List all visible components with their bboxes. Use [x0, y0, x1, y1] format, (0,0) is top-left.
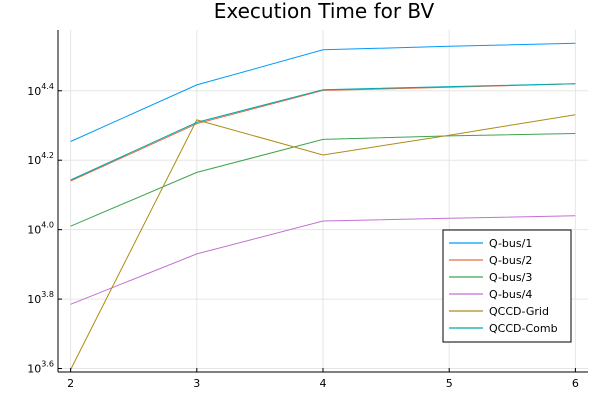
chart-title: Execution Time for BV — [214, 0, 435, 23]
y-tick-label: 104.2 — [27, 151, 54, 167]
y-tick-label: 103.8 — [27, 290, 54, 306]
series-line-q-bus-3 — [70, 133, 576, 227]
legend-label: Q-bus/1 — [489, 237, 532, 250]
legend-label: QCCD-Comb — [489, 322, 558, 335]
x-tick-label: 5 — [446, 377, 453, 390]
y-tick-label: 103.6 — [27, 360, 54, 376]
y-tick-base: 10 — [27, 85, 41, 98]
series-line-q-bus-4 — [70, 215, 576, 305]
series-line-qccd-grid — [70, 114, 576, 370]
series-layer — [70, 42, 576, 370]
y-tick-power: 3.8 — [41, 290, 54, 299]
y-tick-power: 4.0 — [41, 221, 54, 230]
y-tick-label: 104.4 — [27, 82, 54, 98]
y-tick-label: 104.0 — [27, 221, 54, 237]
y-tick-power: 3.6 — [41, 360, 54, 369]
y-tick-base: 10 — [27, 363, 41, 376]
y-tick-base: 10 — [27, 224, 41, 237]
x-tick-label: 6 — [572, 377, 579, 390]
series-line-qccd-comb — [70, 83, 576, 181]
legend: Q-bus/1 Q-bus/2 Q-bus/3 Q-bus/4 QCCD-Grid QCC… — [442, 229, 572, 343]
x-tick-label: 2 — [67, 377, 74, 390]
legend-label: Q-bus/4 — [489, 288, 532, 301]
legend-label: QCCD-Grid — [489, 305, 549, 318]
y-tick-power: 4.4 — [41, 82, 54, 91]
legend-box — [442, 229, 572, 343]
series-line-q-bus-1 — [70, 42, 576, 142]
axes — [57, 30, 588, 373]
y-tick-base: 10 — [27, 293, 41, 306]
y-tick-base: 10 — [27, 154, 41, 167]
x-tick-label: 4 — [320, 377, 327, 390]
y-tick-power: 4.2 — [41, 151, 54, 160]
legend-label: Q-bus/3 — [489, 271, 532, 284]
legend-label: Q-bus/2 — [489, 254, 532, 267]
x-tick-label: 3 — [193, 377, 200, 390]
